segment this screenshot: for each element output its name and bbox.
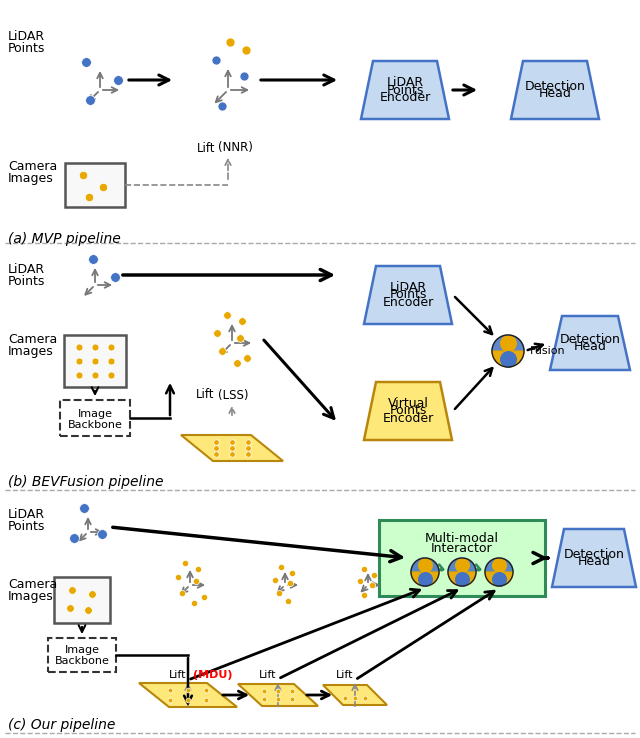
Polygon shape (552, 529, 636, 587)
Text: LiDAR: LiDAR (387, 75, 424, 89)
Text: Encoder: Encoder (380, 92, 431, 104)
Polygon shape (511, 61, 599, 119)
Text: Head: Head (577, 556, 611, 568)
Text: Images: Images (8, 345, 54, 358)
Text: Detection: Detection (525, 80, 586, 92)
Text: Virtual: Virtual (388, 396, 428, 410)
Text: Camera: Camera (8, 578, 57, 591)
Text: Encoder: Encoder (382, 413, 434, 425)
FancyBboxPatch shape (379, 520, 545, 596)
Polygon shape (361, 61, 449, 119)
Text: Interactor: Interactor (431, 542, 493, 554)
Text: Lift: Lift (168, 670, 186, 680)
Polygon shape (323, 685, 387, 705)
Text: (a) MVP pipeline: (a) MVP pipeline (8, 232, 121, 246)
Polygon shape (364, 382, 452, 440)
Text: (MDU): (MDU) (193, 670, 232, 680)
Text: Lift: Lift (196, 142, 215, 154)
Polygon shape (492, 351, 524, 367)
Text: Lift: Lift (259, 670, 276, 680)
Text: Images: Images (8, 590, 54, 603)
Text: Images: Images (8, 172, 54, 185)
Polygon shape (550, 316, 630, 370)
Polygon shape (238, 684, 318, 706)
Text: Image: Image (77, 409, 113, 419)
Text: Image: Image (65, 645, 99, 655)
FancyBboxPatch shape (48, 638, 116, 672)
FancyBboxPatch shape (60, 400, 130, 436)
Text: Points: Points (389, 289, 427, 302)
Text: Head: Head (539, 87, 572, 100)
Text: Points: Points (387, 83, 424, 97)
Text: Lift: Lift (195, 388, 214, 401)
Text: Fusion: Fusion (530, 346, 566, 356)
Polygon shape (485, 558, 513, 572)
Text: Multi-modal: Multi-modal (425, 531, 499, 545)
Text: Detection: Detection (559, 333, 620, 345)
Polygon shape (448, 558, 476, 572)
Bar (54, 577, 110, 623)
Text: Head: Head (573, 340, 607, 354)
Text: Backbone: Backbone (54, 656, 109, 666)
Polygon shape (411, 558, 439, 572)
Text: (b) BEVFusion pipeline: (b) BEVFusion pipeline (8, 475, 163, 489)
Text: LiDAR: LiDAR (8, 508, 45, 521)
Text: LiDAR: LiDAR (8, 30, 45, 43)
Bar (65, 163, 125, 207)
Text: Points: Points (8, 275, 45, 288)
Text: Points: Points (389, 404, 427, 418)
Text: (LSS): (LSS) (218, 388, 248, 401)
Polygon shape (411, 572, 439, 586)
Polygon shape (181, 435, 283, 461)
Text: Points: Points (8, 520, 45, 533)
Text: Camera: Camera (8, 333, 57, 346)
Polygon shape (139, 683, 237, 707)
Text: LiDAR: LiDAR (8, 263, 45, 276)
Text: LiDAR: LiDAR (389, 280, 427, 294)
Polygon shape (492, 335, 524, 351)
Text: Lift: Lift (335, 670, 353, 680)
Bar (64, 335, 126, 387)
Text: Camera: Camera (8, 160, 57, 173)
Text: (NNR): (NNR) (218, 142, 253, 154)
Polygon shape (485, 572, 513, 586)
Text: Detection: Detection (564, 548, 625, 561)
Text: Backbone: Backbone (68, 420, 122, 430)
Text: Encoder: Encoder (382, 297, 434, 309)
Text: (c) Our pipeline: (c) Our pipeline (8, 718, 115, 732)
Text: Points: Points (8, 42, 45, 55)
Polygon shape (364, 266, 452, 324)
Polygon shape (448, 572, 476, 586)
